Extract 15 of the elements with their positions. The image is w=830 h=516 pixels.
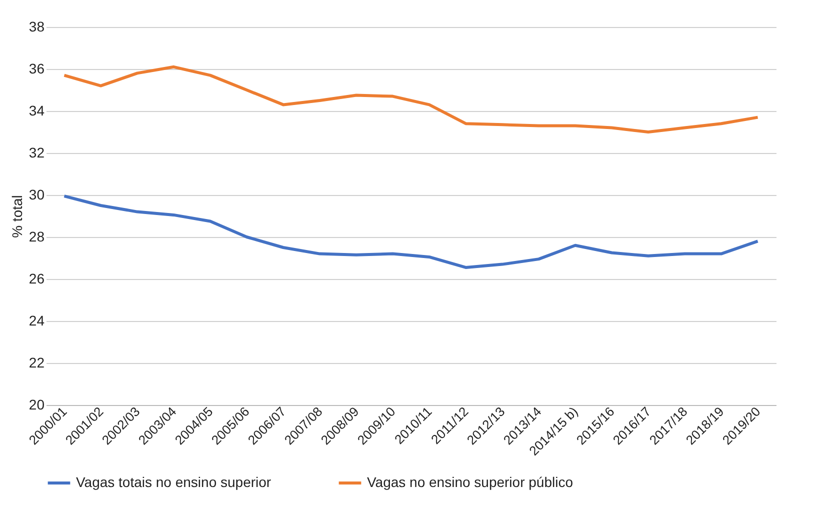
y-tick-label: 32 [28,144,45,160]
line-series [62,194,760,269]
y-tick-label: 28 [28,228,45,244]
y-tick-label: 36 [28,60,45,76]
y-tick-label: 34 [28,102,45,118]
legend-label: Vagas totais no ensino superior [76,474,272,490]
y-tick-label: 20 [28,396,45,412]
y-tick-label: 30 [28,186,45,202]
legend-label: Vagas no ensino superior público [367,474,574,490]
y-tick-label: 22 [28,354,45,370]
y-tick-label: 24 [28,312,45,328]
y-tick-label: 38 [28,18,45,34]
y-axis-title: % total [8,195,25,238]
line-series [62,65,760,134]
y-tick-label: 26 [28,270,45,286]
